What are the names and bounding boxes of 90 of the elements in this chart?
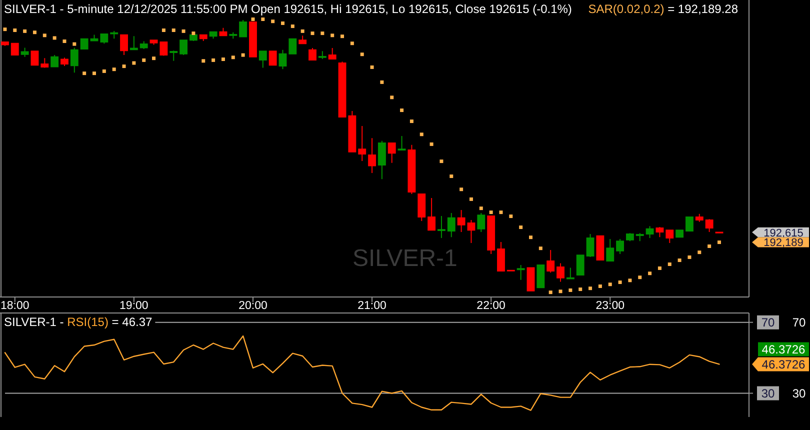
candlestick	[20, 47, 29, 58]
candlestick	[80, 38, 88, 50]
candlestick	[338, 61, 346, 118]
candlestick	[10, 42, 19, 56]
annotation: = 192,189.28	[668, 2, 738, 16]
candlestick	[110, 30, 118, 40]
candlestick	[556, 262, 564, 282]
chart-title: SILVER-1 - 5-minute 12/12/2025 11:55:00 PM Open 192615, Hi 192615, Lo 192615, Close 192615 (-0.1%)	[4, 2, 572, 16]
candlestick	[378, 140, 386, 180]
candlestick	[576, 254, 584, 276]
candlestick	[428, 198, 436, 231]
candlestick	[368, 138, 376, 174]
candlestick	[418, 194, 426, 222]
candlestick	[705, 218, 714, 232]
candlestick	[120, 34, 128, 56]
candlestick	[189, 31, 198, 42]
candlestick	[278, 49, 287, 70]
candlestick	[526, 267, 535, 292]
candlestick	[666, 230, 674, 244]
candlestick	[180, 40, 188, 56]
candlestick	[487, 216, 496, 254]
candlestick	[268, 50, 277, 66]
candlestick	[586, 234, 594, 258]
candlestick	[398, 136, 406, 151]
candlestick	[516, 264, 525, 280]
line-series	[4, 335, 720, 411]
x-tick-label: 21:00	[358, 300, 386, 312]
candlestick	[646, 226, 654, 239]
candlestick	[50, 54, 59, 68]
candlestick	[438, 216, 446, 239]
candlestick	[60, 57, 68, 67]
candlestick	[457, 209, 466, 232]
candlestick	[695, 213, 704, 222]
candlestick	[596, 235, 604, 261]
candlestick	[209, 31, 218, 40]
candlestick	[497, 242, 505, 272]
candlestick	[199, 34, 208, 42]
candlestick	[100, 33, 108, 44]
y-tick-label: 192,615	[764, 227, 804, 240]
candlestick	[636, 232, 644, 242]
candlestick	[328, 48, 336, 60]
candlestick	[546, 249, 555, 274]
candlestick	[229, 32, 238, 40]
candlestick	[90, 34, 98, 42]
x-tick-label: 18:00	[0, 300, 30, 312]
candlestick	[686, 216, 694, 232]
candlestick	[626, 232, 634, 242]
candlestick	[298, 35, 307, 44]
series-label: RSI(15)	[67, 315, 108, 329]
candlestick	[219, 27, 228, 36]
candlestick	[30, 50, 39, 66]
candlestick	[447, 212, 456, 238]
y-tick-label: 30	[792, 386, 806, 401]
candlestick	[170, 50, 178, 62]
x-tick-label: 19:00	[120, 300, 148, 312]
candlestick	[408, 144, 416, 195]
candlestick	[150, 40, 158, 46]
candlestick	[308, 48, 316, 60]
candlestick	[258, 50, 267, 68]
chart-title: SILVER-1 -	[4, 315, 64, 329]
candlestick	[348, 110, 356, 152]
candlestick	[388, 142, 396, 164]
text: SAR(0.02,0.2)	[588, 2, 664, 16]
candlestick	[536, 264, 545, 288]
candlestick	[358, 125, 366, 162]
y-tick-label: 192,189	[764, 237, 804, 250]
y-tick-label: 70	[792, 316, 806, 330]
candlestick	[606, 238, 614, 262]
annotation: = 46.37	[112, 315, 153, 329]
candlestick	[140, 40, 148, 50]
x-tick-label: 22:00	[476, 300, 506, 312]
x-tick-label: 23:00	[596, 300, 625, 312]
candlestick	[676, 230, 684, 238]
candlestick	[318, 50, 326, 60]
candlestick	[477, 212, 486, 232]
x-tick-label: 20:00	[238, 300, 268, 312]
candlestick	[566, 267, 574, 280]
candlestick	[616, 238, 624, 254]
annotation: SILVER-1	[352, 244, 458, 272]
candlestick	[40, 58, 49, 68]
candlestick	[288, 38, 297, 54]
candlestick	[1, 40, 9, 46]
candlestick	[467, 220, 476, 244]
candlestick	[160, 41, 168, 56]
candlestick	[70, 47, 78, 74]
candlestick	[239, 19, 248, 38]
candlestick	[130, 36, 138, 50]
candlestick	[656, 226, 664, 238]
candlestick	[249, 22, 257, 58]
y-tick-label: 46.3726	[762, 358, 806, 372]
